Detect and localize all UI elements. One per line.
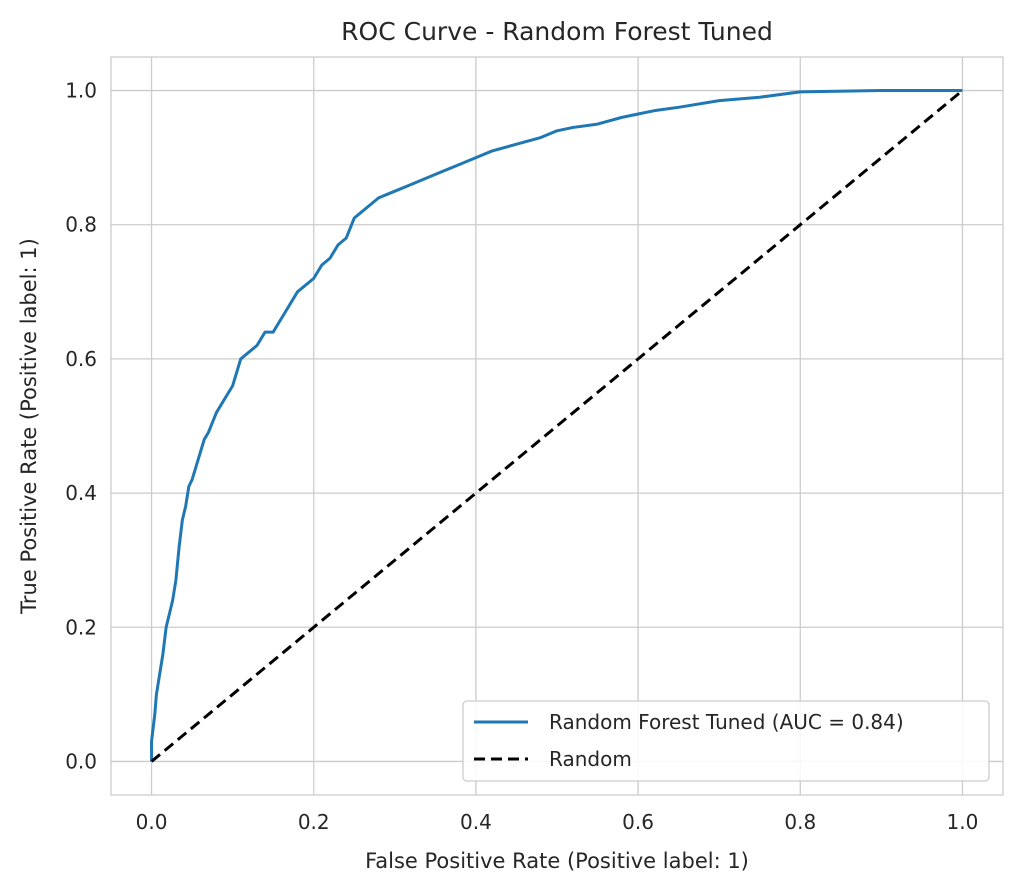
series-layer	[150, 89, 964, 763]
y-tick-label: 0.0	[65, 749, 97, 773]
roc-curve-line	[150, 89, 963, 762]
x-tick-label: 1.0	[947, 810, 979, 834]
legend-label-random: Random	[549, 747, 632, 771]
y-tick-label: 0.2	[65, 615, 97, 639]
y-tick-label: 0.4	[65, 481, 97, 505]
plot-area-frame	[110, 56, 1004, 796]
y-tick-label: 0.8	[65, 213, 97, 237]
tick-labels: 0.0 0.2 0.4 0.6 0.8 1.0 0.0 0.2 0.4 0.6 0.8 1.0	[65, 79, 978, 834]
x-tick-label: 0.0	[136, 810, 168, 834]
x-axis-label: False Positive Rate (Positive label: 1)	[365, 849, 749, 873]
x-tick-label: 0.4	[460, 810, 492, 834]
legend-box	[462, 700, 990, 782]
grid-lines	[111, 57, 1003, 795]
x-tick-label: 0.6	[622, 810, 654, 834]
y-tick-label: 0.6	[65, 347, 97, 371]
random-baseline-line	[150, 89, 964, 763]
y-axis-label: True Positive Rate (Positive label: 1)	[17, 238, 41, 615]
x-tick-label: 0.8	[784, 810, 816, 834]
chart-title: ROC Curve - Random Forest Tuned	[341, 17, 773, 46]
legend-label-model: Random Forest Tuned (AUC = 0.84)	[549, 710, 904, 734]
x-tick-label: 0.2	[298, 810, 330, 834]
y-tick-label: 1.0	[65, 79, 97, 103]
legend: Random Forest Tuned (AUC = 0.84) Random	[462, 700, 990, 782]
